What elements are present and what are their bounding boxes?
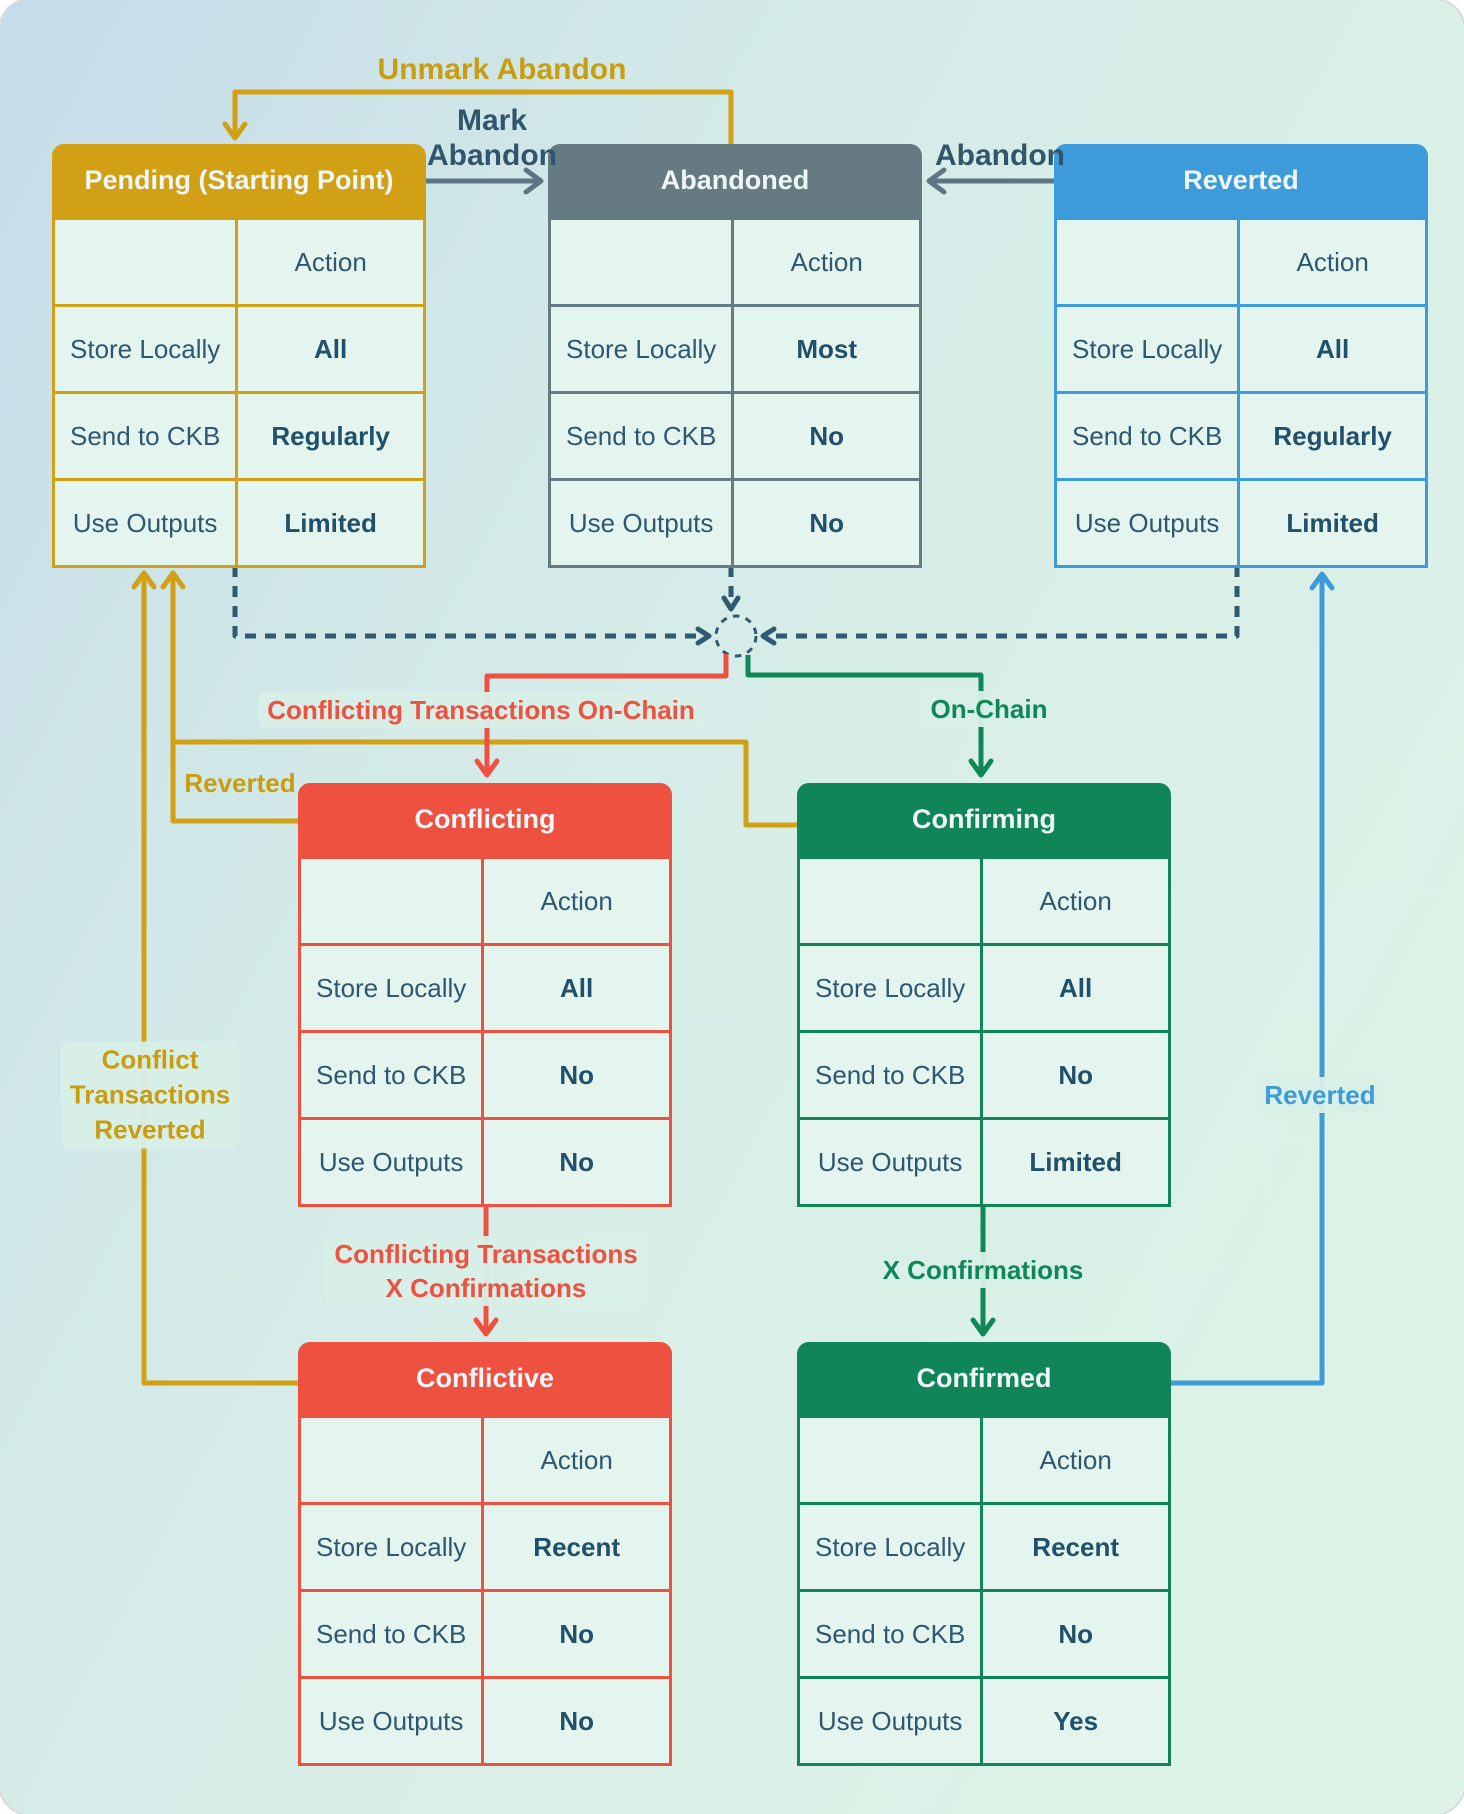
- row-value: No: [980, 1589, 1168, 1676]
- row-value: No: [731, 391, 919, 478]
- action-header-cell: Action: [980, 856, 1168, 943]
- label-abandon: Abandon: [935, 139, 1065, 172]
- table-body: Action Store Locally Recent Send to CKB No U…: [797, 1415, 1171, 1766]
- table-title: Reverted: [1054, 144, 1428, 217]
- label-reverted-conflicting: Reverted: [184, 768, 296, 798]
- table-title: Conflictive: [298, 1342, 672, 1415]
- state-table-pending: Pending (Starting Point) Action Store Lo…: [52, 144, 426, 568]
- row-value: Regularly: [1237, 391, 1425, 478]
- row-label: Store Locally: [1057, 304, 1238, 391]
- row-label: Use Outputs: [551, 478, 732, 565]
- label-on-chain: On-Chain: [921, 691, 1057, 727]
- state-table-conflicting: Conflicting Action Store Locally All Send …: [298, 783, 672, 1207]
- table-body: Action Store Locally All Send to CKB No Use …: [797, 856, 1171, 1207]
- edge-pending-to-junction: [232, 566, 712, 646]
- junction-circle: [714, 614, 758, 658]
- row-value: Regularly: [235, 391, 423, 478]
- row-label: Send to CKB: [55, 391, 236, 478]
- empty-header-cell: [55, 217, 236, 304]
- edge-unmark-abandon: [222, 89, 734, 144]
- action-header-cell: Action: [481, 856, 669, 943]
- row-label: Store Locally: [301, 943, 482, 1030]
- row-label: Send to CKB: [301, 1589, 482, 1676]
- row-label: Use Outputs: [1057, 478, 1238, 565]
- table-body: Action Store Locally Most Send to CKB No Use…: [548, 217, 922, 568]
- table-title: Confirmed: [797, 1342, 1171, 1415]
- state-table-conflictive: Conflictive Action Store Locally Recent Se…: [298, 1342, 672, 1766]
- table-title: Abandoned: [548, 144, 922, 217]
- state-table-abandoned: Abandoned Action Store Locally Most Send t…: [548, 144, 922, 568]
- edge-conflictive-reverted-to-pending: [131, 570, 305, 1386]
- empty-header-cell: [301, 856, 482, 943]
- row-label: Send to CKB: [800, 1589, 981, 1676]
- row-value: Most: [731, 304, 919, 391]
- row-value: All: [235, 304, 423, 391]
- edge-confirming-reverted-to-pending: [160, 570, 805, 828]
- empty-header-cell: [301, 1415, 482, 1502]
- label-unmark-abandon: Unmark Abandon: [377, 53, 627, 86]
- row-label: Use Outputs: [800, 1117, 981, 1204]
- label-mark-abandon: Mark Abandon: [427, 104, 557, 172]
- table-body: Action Store Locally All Send to CKB No Use …: [298, 856, 672, 1207]
- row-value: Limited: [1237, 478, 1425, 565]
- edge-reverted-to-junction: [760, 566, 1240, 646]
- table-body: Action Store Locally All Send to CKB Regula…: [52, 217, 426, 568]
- table-title: Pending (Starting Point): [52, 144, 426, 217]
- action-header-cell: Action: [980, 1415, 1168, 1502]
- row-value: Recent: [980, 1502, 1168, 1589]
- row-label: Send to CKB: [1057, 391, 1238, 478]
- row-label: Store Locally: [551, 304, 732, 391]
- label-x-confirmations: X Confirmations: [873, 1252, 1093, 1288]
- state-table-confirming: Confirming Action Store Locally All Send t…: [797, 783, 1171, 1207]
- row-value: No: [731, 478, 919, 565]
- row-label: Store Locally: [800, 1502, 981, 1589]
- action-header-cell: Action: [235, 217, 423, 304]
- label-conflicting-x-confirmations: Conflicting Transactions X Confirmations: [325, 1236, 647, 1306]
- state-table-confirmed: Confirmed Action Store Locally Recent Send…: [797, 1342, 1171, 1766]
- row-label: Store Locally: [800, 943, 981, 1030]
- table-title: Conflicting: [298, 783, 672, 856]
- row-label: Send to CKB: [301, 1030, 482, 1117]
- row-label: Use Outputs: [301, 1676, 482, 1763]
- row-value: Recent: [481, 1502, 669, 1589]
- row-value: No: [481, 1030, 669, 1117]
- row-label: Use Outputs: [301, 1117, 482, 1204]
- label-conflicting-transactions-on-chain: Conflicting Transactions On-Chain: [258, 692, 704, 728]
- edge-confirmed-to-reverted: [1163, 571, 1335, 1386]
- row-label: Use Outputs: [55, 478, 236, 565]
- empty-header-cell: [800, 856, 981, 943]
- row-value: All: [481, 943, 669, 1030]
- row-label: Store Locally: [55, 304, 236, 391]
- row-value: No: [980, 1030, 1168, 1117]
- row-value: No: [481, 1676, 669, 1763]
- row-value: All: [1237, 304, 1425, 391]
- row-value: All: [980, 943, 1168, 1030]
- action-header-cell: Action: [731, 217, 919, 304]
- label-conflict-transactions-reverted: Conflict Transactions Reverted: [60, 1041, 240, 1149]
- row-label: Send to CKB: [800, 1030, 981, 1117]
- row-label: Store Locally: [301, 1502, 482, 1589]
- table-body: Action Store Locally All Send to CKB Regula…: [1054, 217, 1428, 568]
- row-value: No: [481, 1589, 669, 1676]
- empty-header-cell: [1057, 217, 1238, 304]
- row-value: No: [481, 1117, 669, 1204]
- row-label: Send to CKB: [551, 391, 732, 478]
- table-body: Action Store Locally Recent Send to CKB No U…: [298, 1415, 672, 1766]
- table-title: Confirming: [797, 783, 1171, 856]
- state-table-reverted: Reverted Action Store Locally All Send to …: [1054, 144, 1428, 568]
- row-value: Limited: [980, 1117, 1168, 1204]
- row-label: Use Outputs: [800, 1676, 981, 1763]
- empty-header-cell: [551, 217, 732, 304]
- row-value: Limited: [235, 478, 423, 565]
- action-header-cell: Action: [481, 1415, 669, 1502]
- label-reverted-confirmed: Reverted: [1255, 1077, 1385, 1113]
- empty-header-cell: [800, 1415, 981, 1502]
- action-header-cell: Action: [1237, 217, 1425, 304]
- row-value: Yes: [980, 1676, 1168, 1763]
